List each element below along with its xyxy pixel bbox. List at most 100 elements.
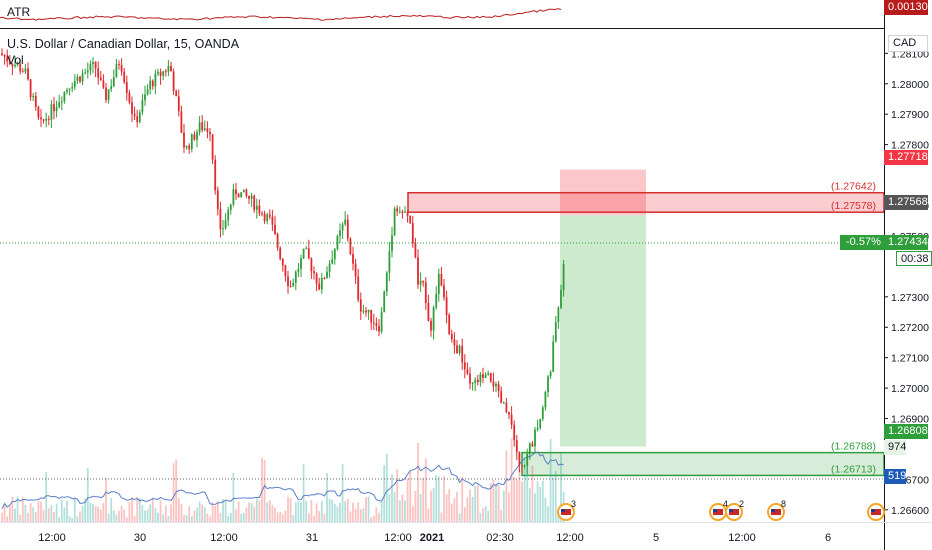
- candle-body: [110, 85, 113, 90]
- volume-bar: [391, 474, 393, 522]
- volume-bar: [237, 501, 240, 522]
- volume-bar: [526, 461, 529, 522]
- volume-bar: [466, 497, 469, 522]
- volume-bar: [479, 512, 482, 522]
- candle-body: [346, 219, 349, 239]
- volume-bar: [110, 498, 113, 522]
- volume-bar: [45, 472, 48, 522]
- resistance-zone: [407, 191, 885, 213]
- candle-body: [326, 271, 328, 279]
- candle-body: [495, 383, 497, 387]
- volume-bar: [380, 501, 383, 522]
- candle-body: [177, 96, 180, 112]
- volume-bar: [253, 506, 256, 522]
- candle-body: [133, 113, 136, 117]
- volume-bar: [63, 507, 66, 522]
- candle-body: [157, 71, 159, 74]
- candle-body: [89, 64, 92, 71]
- volume-bar: [510, 438, 513, 522]
- candle-body: [357, 276, 360, 300]
- volume-bar: [261, 457, 263, 522]
- candle-body: [370, 309, 373, 323]
- volume-bar: [352, 502, 354, 522]
- candle-body: [375, 323, 378, 326]
- chart-title[interactable]: U.S. Dollar / Canadian Dollar, 15, OANDA: [7, 37, 240, 51]
- candle-body: [422, 280, 425, 283]
- candle-body: [547, 376, 549, 392]
- volume-bar: [279, 511, 282, 522]
- candle-body: [287, 276, 289, 287]
- event-count: 3: [571, 499, 576, 509]
- volume-bar: [1, 512, 3, 522]
- candle-body: [245, 189, 248, 196]
- volume-bar: [198, 501, 201, 522]
- candle-body: [372, 322, 375, 324]
- volume-bar: [250, 503, 253, 522]
- candle-body: [232, 189, 235, 205]
- zone-price-label: (1.27578): [831, 200, 876, 212]
- candle-body: [474, 379, 477, 383]
- event-flag-icon: 8: [767, 499, 786, 521]
- candle-body: [487, 373, 490, 375]
- candle-body: [11, 63, 14, 67]
- candle-body: [313, 271, 315, 274]
- candle-body: [549, 371, 552, 377]
- candle-body: [120, 65, 123, 72]
- zone-price-label: (1.26788): [831, 441, 876, 453]
- candle-body: [341, 224, 344, 231]
- candle-body: [1, 53, 3, 55]
- volume-bar: [515, 479, 518, 522]
- event-count: 4: [723, 499, 728, 509]
- volume-bar: [313, 515, 315, 522]
- volume-bar: [359, 509, 362, 522]
- volume-bar: [149, 504, 152, 522]
- candle-body: [289, 286, 292, 288]
- candle-body: [518, 452, 521, 465]
- candle-body: [32, 96, 35, 98]
- volume-bar: [240, 513, 243, 522]
- volume-bar: [388, 494, 391, 522]
- volume-bar: [401, 494, 404, 522]
- currency-button[interactable]: CAD: [888, 35, 928, 52]
- volume-bar: [125, 517, 128, 522]
- candle-body: [469, 373, 471, 384]
- volume-bar: [271, 504, 274, 522]
- volume-bar: [552, 477, 555, 522]
- candle-body: [112, 77, 115, 86]
- volume-bar: [8, 505, 11, 522]
- volume-bar: [196, 507, 198, 522]
- candle-body: [284, 265, 287, 277]
- event-icons: 3 4 2 8: [557, 499, 885, 521]
- volume-bar: [404, 500, 406, 522]
- candle-body: [55, 107, 58, 112]
- candle-body: [528, 443, 531, 454]
- volume-bar: [547, 506, 549, 522]
- volume-bar: [297, 501, 300, 522]
- candle-body: [190, 134, 193, 150]
- volume-bar: [344, 501, 347, 522]
- volume-bar: [34, 512, 37, 522]
- volume-bar: [528, 488, 531, 522]
- event-count: 2: [739, 499, 744, 509]
- candle-body: [437, 273, 440, 294]
- candle-body: [193, 134, 196, 140]
- volume-bar: [427, 508, 430, 522]
- candle-body: [138, 112, 141, 122]
- candle-body: [461, 345, 464, 363]
- candle-body: [24, 68, 27, 72]
- candle-body: [94, 61, 97, 69]
- zone-labels: (1.27642) (1.27578) (1.26788) (1.26713): [831, 181, 876, 476]
- volume-bar: [534, 493, 536, 522]
- candle-body: [180, 111, 183, 133]
- volume-bar: [164, 505, 167, 522]
- volume-bar: [120, 505, 123, 522]
- volume-bar: [508, 492, 510, 522]
- currency-label: CAD: [893, 37, 917, 49]
- candle-body: [97, 68, 100, 78]
- volume-bar: [328, 498, 331, 522]
- candle-body: [146, 89, 149, 95]
- volume-bar: [219, 512, 222, 522]
- volume-bar: [175, 459, 178, 522]
- candle-body: [71, 86, 74, 89]
